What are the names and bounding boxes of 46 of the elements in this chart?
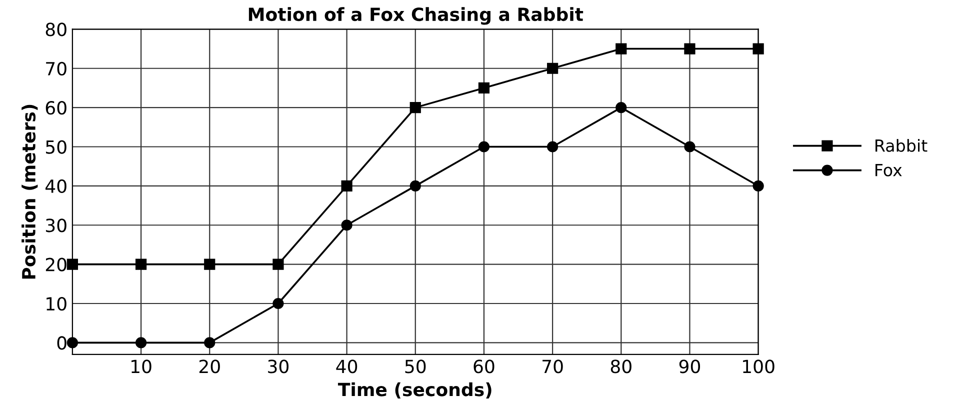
point: [616, 102, 627, 114]
point: [410, 180, 421, 192]
point: [410, 102, 421, 114]
point: [204, 258, 216, 270]
x-tick-label: 70: [542, 360, 563, 374]
point: [684, 141, 696, 152]
y-tick-label: 60: [46, 101, 66, 115]
point: [272, 258, 284, 270]
y-tick-label: 10: [46, 296, 66, 311]
y-tick-label: 40: [45, 179, 66, 194]
y-tick-label: 30: [46, 218, 66, 232]
x-tick-label: 90: [679, 360, 700, 374]
point: [135, 337, 147, 348]
point: [66, 337, 78, 348]
point: [341, 180, 352, 192]
point: [478, 82, 490, 94]
point: [684, 43, 696, 54]
legend-label: Fox: [876, 164, 902, 176]
chart-title: Motion of a Fox Chasing a Rabbit: [248, 7, 584, 25]
y-tick-label: 50: [46, 140, 66, 154]
x-tick-label: 10: [132, 360, 152, 374]
x-tick-label: 50: [405, 360, 426, 374]
point: [204, 337, 216, 348]
point: [66, 258, 78, 270]
x-tick-label: 20: [199, 360, 220, 374]
point: [135, 258, 147, 270]
point: [546, 62, 558, 74]
point: [478, 141, 490, 152]
x-tick-label: 100: [743, 360, 774, 374]
x-tick-label: 40: [336, 360, 358, 374]
point: [752, 43, 764, 54]
x-tick-label: 60: [474, 360, 494, 374]
x-tick-label: 80: [610, 360, 632, 374]
y-axis-title: Position (meters): [22, 104, 38, 279]
y-tick-label: 20: [46, 258, 66, 272]
point: [752, 180, 764, 192]
point: [341, 220, 352, 231]
x-tick-label: 30: [268, 360, 288, 374]
legend-label: Rabbit: [876, 138, 928, 152]
point: [616, 43, 627, 54]
x-axis-title: Time (seconds): [338, 382, 492, 398]
y-tick-label: 80: [46, 22, 66, 36]
point: [546, 141, 558, 152]
y-tick-label: 70: [46, 62, 66, 76]
point: [272, 298, 284, 310]
y-tick-label: 0: [57, 336, 66, 350]
